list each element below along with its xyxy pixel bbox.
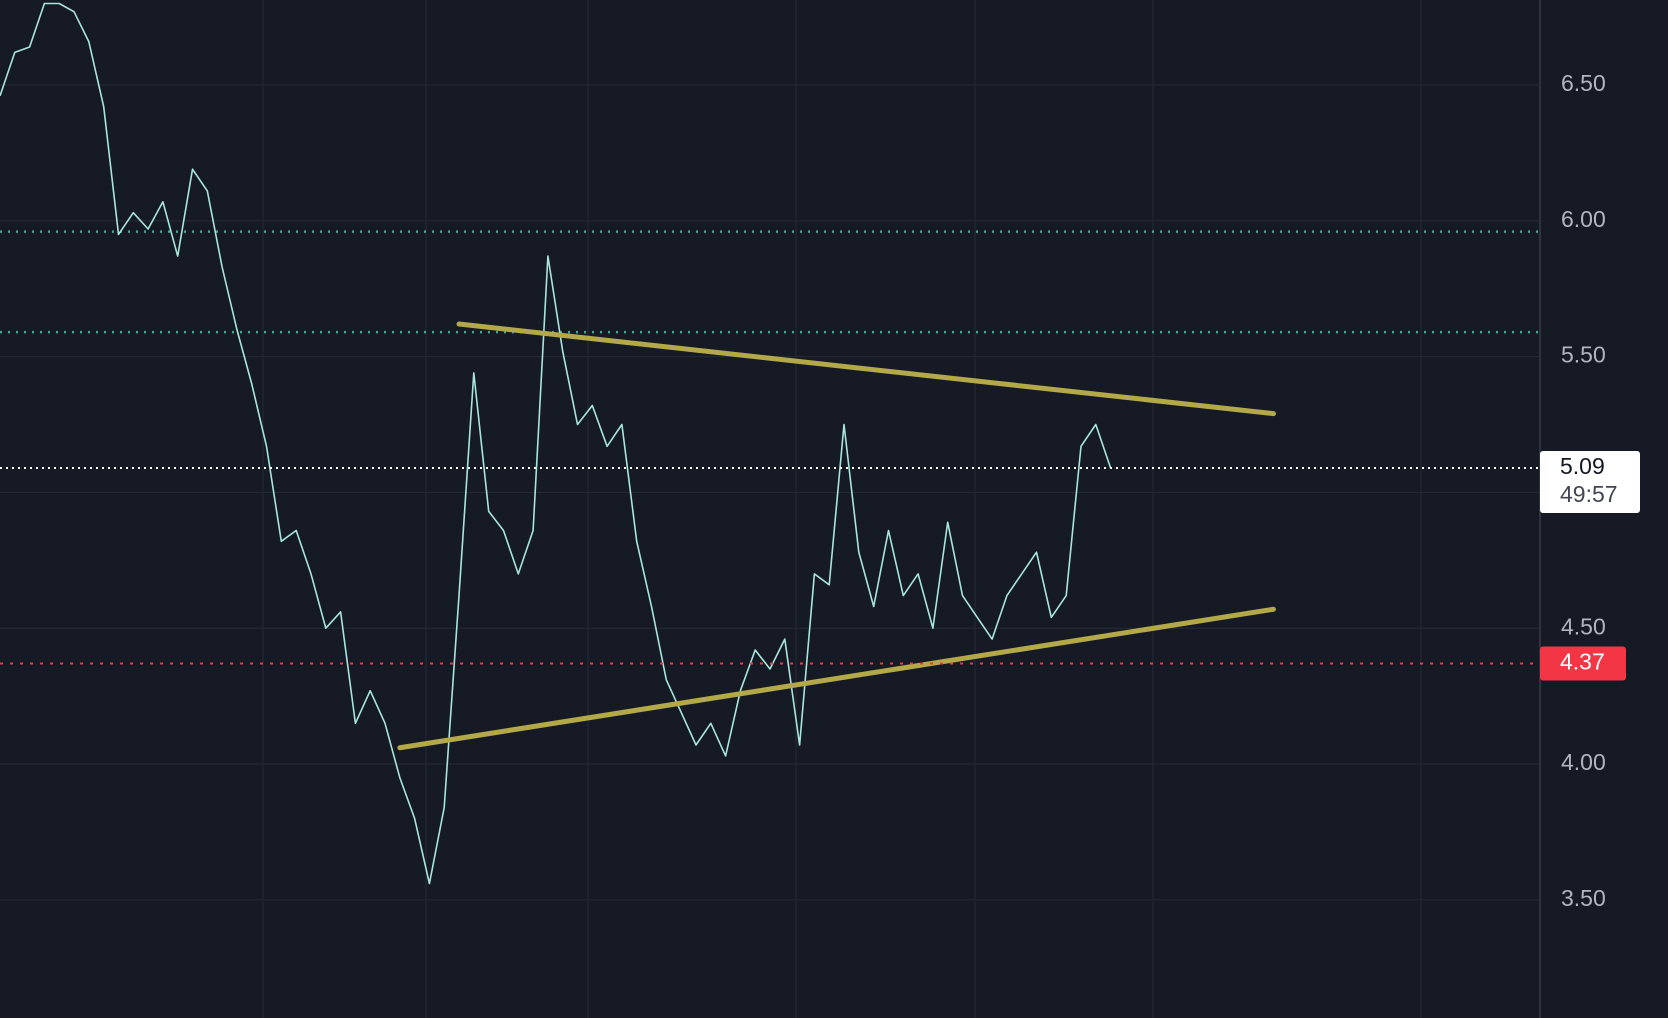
y-tick-label: 6.00 [1561,206,1606,232]
y-tick-label: 6.50 [1561,70,1606,96]
price-line [0,2,1112,885]
price-label-box [1540,450,1640,513]
time-grid [262,0,1541,1018]
y-tick-label: 4.50 [1561,613,1606,639]
price-label: 5.09 [1560,453,1605,479]
y-tick-label: 5.50 [1561,342,1606,368]
trend-line [397,606,1276,751]
countdown-label: 49:57 [1560,481,1618,507]
y-tick-label: 4.00 [1561,749,1606,775]
price-label: 4.37 [1560,649,1605,675]
trend-line [456,321,1276,417]
price-label-box [1540,646,1626,681]
y-tick-label: 3.50 [1561,885,1606,911]
